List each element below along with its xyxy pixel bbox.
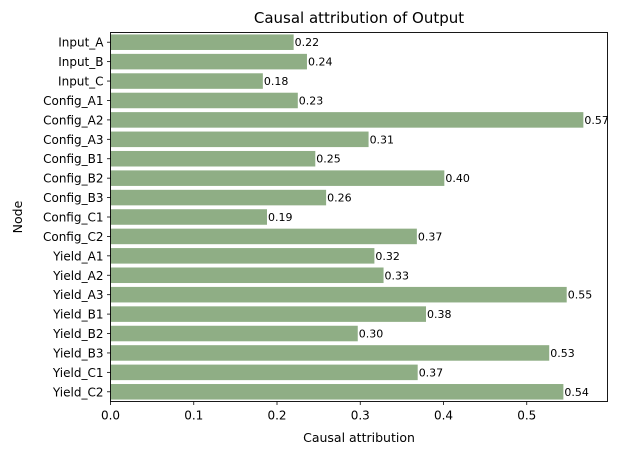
plot-frame — [110, 32, 608, 402]
x-tick-label: 0.1 — [184, 409, 203, 423]
y-tick-label: Config_C2 — [43, 230, 104, 244]
y-tick-label: Config_B1 — [43, 152, 103, 166]
x-tick-label: 0.2 — [267, 409, 286, 423]
y-tick-label: Yield_B3 — [52, 346, 103, 360]
y-tick-label: Yield_A3 — [52, 288, 103, 302]
y-axis-title: Node — [10, 200, 25, 233]
data-label: 0.53 — [550, 347, 575, 360]
x-axis-ticks: 0.0 0.1 0.2 0.3 0.4 0.5 — [101, 401, 536, 423]
data-label: 0.19 — [268, 211, 293, 224]
data-label: 0.30 — [359, 328, 384, 341]
data-label: 0.32 — [375, 250, 400, 263]
y-tick-label: Yield_C1 — [52, 366, 104, 380]
data-label: 0.55 — [568, 289, 593, 302]
y-tick-label: Config_A1 — [43, 94, 103, 108]
x-axis-title: Causal attribution — [303, 430, 415, 445]
data-label: 0.25 — [316, 153, 341, 166]
y-tick-label: Yield_A1 — [52, 249, 103, 263]
data-label: 0.37 — [418, 230, 443, 243]
y-tick-label: Config_B2 — [43, 172, 103, 186]
data-label: 0.54 — [564, 386, 589, 399]
data-labels-group: 0.22 0.24 0.18 0.23 0.57 0.31 0.25 0.40 0.26 0.19… — [264, 36, 609, 399]
bar-yield-b3 — [110, 345, 550, 361]
data-label: 0.37 — [419, 366, 444, 379]
bar-config-a1 — [110, 92, 298, 109]
y-tick-label: Yield_C2 — [52, 385, 104, 399]
y-tick-label: Config_B3 — [43, 191, 103, 205]
data-label: 0.24 — [308, 56, 333, 69]
bar-input-a — [110, 34, 294, 50]
x-tick-label: 0.0 — [101, 409, 120, 423]
bar-config-c1 — [110, 209, 268, 225]
y-tick-label: Input_C — [58, 75, 103, 89]
data-label: 0.23 — [299, 94, 324, 107]
x-tick-label: 0.5 — [517, 409, 536, 423]
bar-input-c — [110, 73, 263, 89]
data-label: 0.40 — [445, 172, 470, 185]
x-tick-label: 0.4 — [434, 409, 453, 423]
bar-config-b3 — [110, 189, 327, 206]
bar-yield-b1 — [110, 306, 427, 322]
data-label: 0.18 — [264, 75, 289, 88]
bar-yield-a1 — [110, 248, 375, 264]
bar-yield-c1 — [110, 364, 418, 381]
bar-config-c2 — [110, 228, 417, 245]
bar-config-a3 — [110, 131, 369, 148]
bar-yield-a2 — [110, 267, 384, 284]
data-label: 0.26 — [327, 192, 352, 205]
y-tick-label: Yield_B2 — [52, 327, 103, 341]
data-label: 0.31 — [370, 133, 395, 146]
chart-title: Causal attribution of Output — [254, 9, 464, 27]
bar-yield-a3 — [110, 286, 567, 303]
y-tick-label: Config_C1 — [43, 211, 104, 225]
x-tick-label: 0.3 — [351, 409, 370, 423]
y-axis-ticks: Input_A Input_B Input_C Config_A1 Config_A2 C… — [43, 36, 111, 399]
data-label: 0.22 — [295, 36, 320, 49]
bars-group — [110, 34, 584, 400]
y-tick-label: Input_A — [58, 36, 104, 50]
bar-input-b — [110, 53, 307, 70]
bar-config-b1 — [110, 150, 316, 167]
y-tick-label: Config_A2 — [43, 113, 103, 127]
y-tick-label: Yield_B1 — [52, 308, 103, 322]
bar-yield-b2 — [110, 325, 358, 342]
data-label: 0.38 — [427, 308, 452, 321]
data-label: 0.57 — [584, 114, 609, 127]
bar-yield-c2 — [110, 384, 564, 400]
y-tick-label: Config_A3 — [43, 133, 103, 147]
y-tick-label: Yield_A2 — [52, 269, 103, 283]
bar-config-b2 — [110, 170, 445, 186]
data-label: 0.33 — [385, 269, 410, 282]
y-tick-label: Input_B — [58, 55, 103, 69]
bar-config-a2 — [110, 112, 584, 128]
